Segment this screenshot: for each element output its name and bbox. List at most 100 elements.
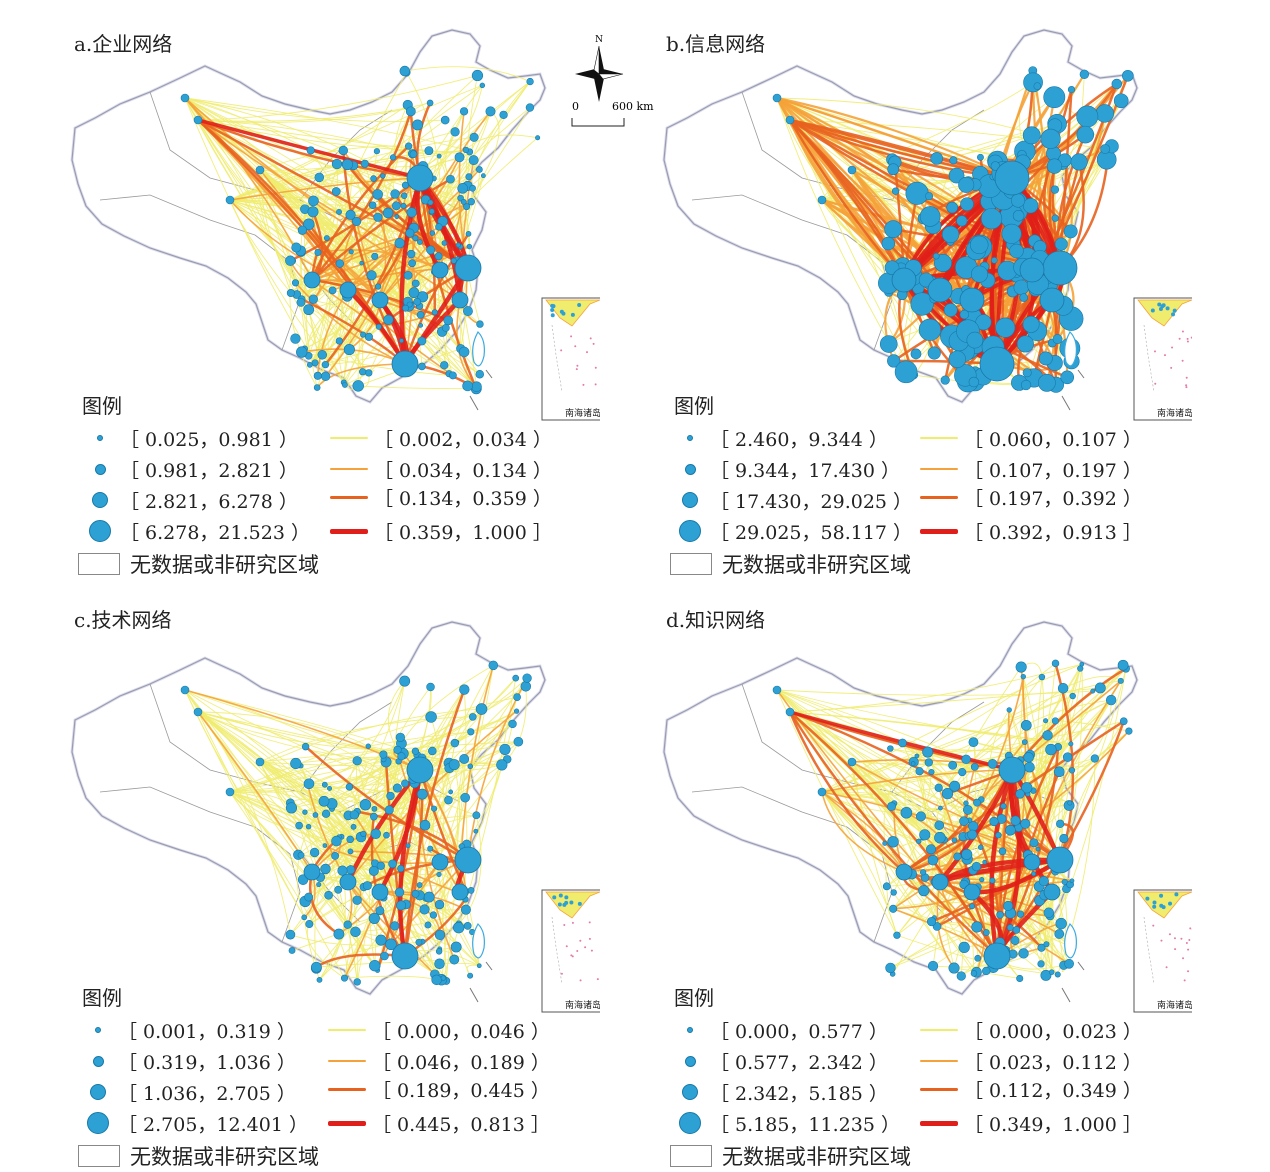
city-node [429, 209, 434, 214]
city-node [412, 748, 419, 755]
city-node [971, 763, 978, 770]
city-node [1013, 926, 1020, 933]
legend-line-4: ［ 0.445，0.813 ］ [328, 1110, 550, 1136]
city-node [194, 708, 202, 716]
city-node [990, 878, 995, 883]
city-node [1047, 159, 1062, 174]
city-node [1046, 744, 1057, 755]
city-node [1077, 106, 1098, 127]
city-node [310, 848, 319, 857]
legend-line-1: ［ 0.000，0.023 ） [920, 1017, 1142, 1043]
city-node [361, 160, 369, 168]
city-node [995, 832, 1001, 838]
city-node [350, 811, 359, 820]
city-node [407, 208, 417, 218]
city-node [432, 975, 442, 985]
city-node [941, 376, 950, 385]
line-class-1-icon [920, 437, 958, 439]
island-dot [1188, 939, 1190, 941]
city-node [307, 147, 315, 155]
city-node [316, 882, 321, 887]
inset-node [551, 313, 555, 317]
city-node [256, 166, 264, 174]
city-node [390, 922, 399, 931]
city-node [302, 743, 309, 750]
legend-line-1: ［ 0.060，0.107 ） [920, 425, 1142, 451]
city-node [513, 675, 519, 681]
city-node [427, 100, 433, 106]
city-node [476, 704, 487, 715]
city-node [496, 760, 507, 771]
city-node [331, 852, 338, 859]
inset-node [1174, 892, 1178, 896]
city-node [950, 157, 957, 164]
city-node [470, 133, 478, 141]
island-dot [1154, 383, 1156, 385]
city-node [349, 250, 354, 255]
city-node [472, 382, 482, 392]
island-dot [1187, 949, 1189, 951]
line-class-2-icon [330, 468, 368, 471]
line-class-1-icon [920, 1029, 958, 1031]
city-node [461, 793, 470, 802]
city-node [1052, 718, 1059, 725]
city-node [323, 844, 327, 848]
city-node [916, 839, 921, 844]
nodata-legend: 无数据或非研究区域 [670, 549, 911, 579]
city-node [427, 246, 435, 254]
city-node [977, 154, 983, 160]
panel-title: d.知识网络 [666, 604, 765, 633]
city-node [336, 260, 344, 268]
city-node [972, 922, 983, 933]
city-node [450, 955, 459, 964]
city-node [473, 812, 480, 819]
city-node [888, 836, 899, 847]
city-node [467, 973, 472, 978]
city-node [322, 782, 327, 787]
city-node [360, 799, 371, 810]
coast-dash [1062, 396, 1070, 410]
city-node [393, 784, 401, 792]
city-node [181, 686, 189, 694]
island-dot [1179, 338, 1181, 340]
city-node [417, 311, 424, 318]
city-node [463, 147, 469, 153]
inset-node [1166, 306, 1170, 310]
city-node [938, 806, 942, 810]
node-size-2-icon [93, 1056, 104, 1067]
legend-node-1: ［ 0.000，0.577 ） [670, 1017, 888, 1043]
city-node [1007, 924, 1013, 930]
city-node [399, 676, 409, 686]
legend-title: 图例 [82, 982, 122, 1011]
city-node [1106, 695, 1116, 705]
inset-node [550, 308, 554, 312]
hub-node [1043, 251, 1077, 285]
city-node [1023, 369, 1031, 377]
city-node [514, 709, 519, 714]
node-size-1-icon [95, 1027, 101, 1033]
city-node [410, 151, 417, 158]
island-dot [576, 368, 578, 370]
hub-node [304, 272, 320, 288]
city-node [369, 960, 380, 971]
line-class-4-icon [920, 1121, 958, 1126]
city-node [365, 370, 372, 377]
city-node [1024, 73, 1043, 92]
city-node [975, 955, 981, 961]
city-node [489, 661, 498, 670]
inset-title: 南海诸岛 [1157, 999, 1192, 1011]
city-node [369, 202, 376, 209]
legend-line-3: ［ 0.112，0.349 ） [920, 1076, 1142, 1102]
island-dot [576, 950, 578, 952]
city-node [331, 836, 341, 846]
city-node [1118, 660, 1128, 670]
city-node [353, 756, 362, 765]
island-dot [1187, 340, 1189, 342]
node-size-2-icon [685, 464, 696, 475]
city-node [1023, 198, 1038, 213]
city-node [418, 337, 426, 345]
city-node [360, 332, 365, 337]
legend-line-2: ［ 0.107，0.197 ） [920, 456, 1142, 482]
nodata-swatch-icon [78, 1145, 120, 1167]
city-node [464, 922, 471, 929]
